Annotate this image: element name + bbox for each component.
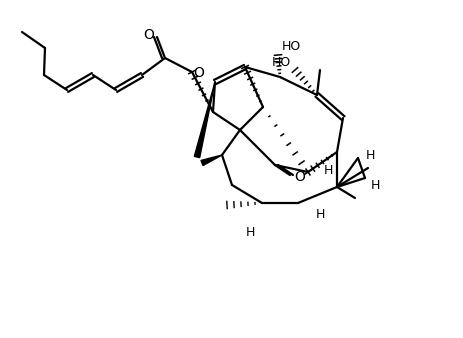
- Text: H: H: [315, 209, 324, 221]
- Text: O: O: [143, 28, 154, 42]
- Text: H: H: [369, 179, 379, 193]
- Text: HO: HO: [282, 40, 300, 52]
- Text: HO: HO: [271, 55, 290, 69]
- Text: H: H: [364, 149, 374, 163]
- Text: O: O: [294, 170, 305, 184]
- Text: H: H: [245, 226, 254, 240]
- Polygon shape: [194, 82, 214, 158]
- Polygon shape: [200, 155, 221, 166]
- Text: H: H: [323, 165, 332, 177]
- Text: O: O: [193, 66, 204, 80]
